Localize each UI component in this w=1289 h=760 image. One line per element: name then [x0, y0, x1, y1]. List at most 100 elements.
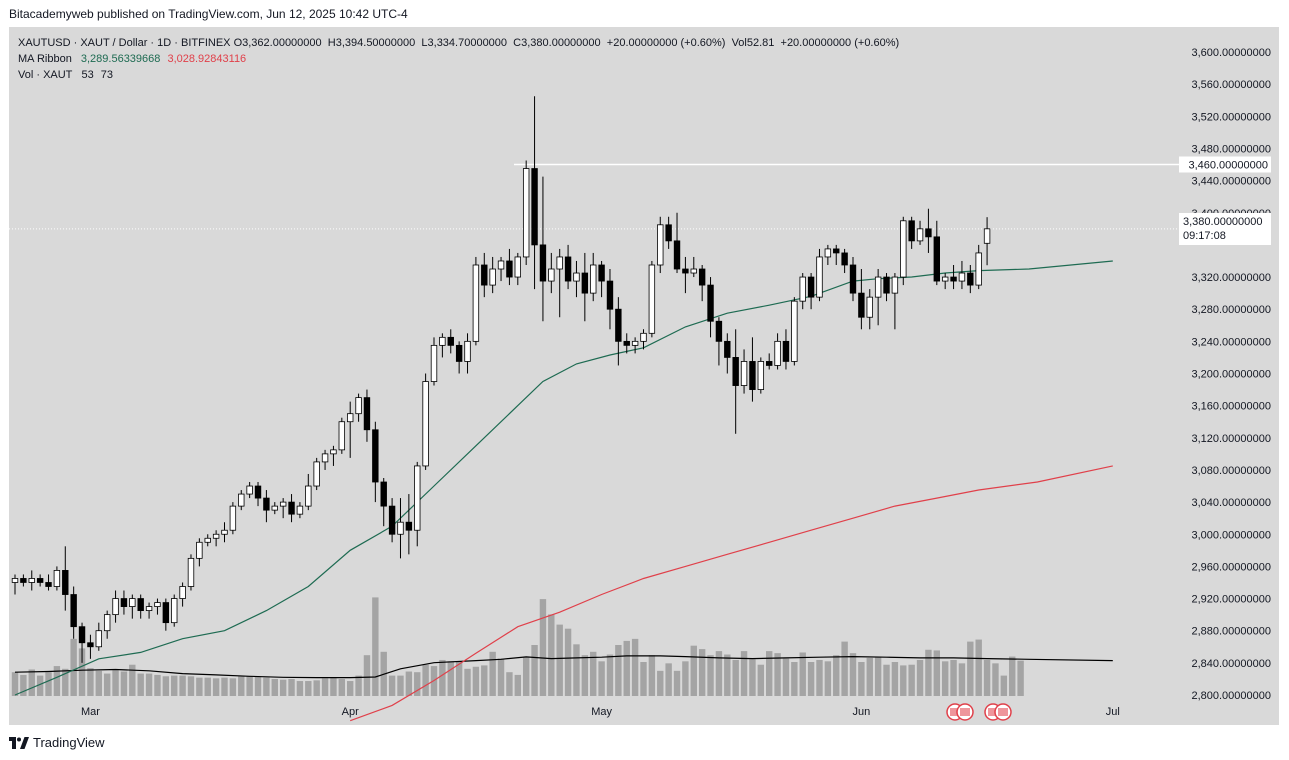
- candle-body[interactable]: [221, 529, 228, 535]
- candle-body[interactable]: [925, 228, 932, 238]
- candle-body[interactable]: [28, 578, 35, 583]
- candle-body[interactable]: [866, 296, 873, 318]
- candle-body[interactable]: [179, 586, 186, 599]
- candle-body[interactable]: [388, 505, 396, 535]
- candle-body[interactable]: [103, 614, 111, 632]
- price-chart[interactable]: 2,800.00000000 2,840.00000000 2,880.000000…: [9, 27, 1279, 725]
- candle-body[interactable]: [958, 272, 966, 282]
- candle-body[interactable]: [665, 224, 672, 242]
- candle-body[interactable]: [187, 557, 195, 587]
- candle-body[interactable]: [204, 537, 211, 543]
- candle-body[interactable]: [45, 582, 52, 587]
- candle-body[interactable]: [405, 521, 413, 531]
- candle-body[interactable]: [740, 361, 748, 386]
- candle-body[interactable]: [732, 357, 739, 386]
- candle-body[interactable]: [279, 501, 287, 507]
- candle-body[interactable]: [833, 248, 840, 254]
- candle-body[interactable]: [229, 505, 237, 531]
- candle-body[interactable]: [514, 256, 521, 278]
- candle-body[interactable]: [673, 240, 681, 270]
- candle-body[interactable]: [648, 264, 656, 334]
- candle-body[interactable]: [355, 397, 362, 415]
- candle-body[interactable]: [120, 598, 128, 607]
- candle-body[interactable]: [380, 481, 387, 507]
- candle-body[interactable]: [11, 578, 19, 583]
- candle-body[interactable]: [338, 421, 346, 451]
- candle-body[interactable]: [112, 598, 119, 616]
- candle-body[interactable]: [766, 361, 773, 366]
- candle-body[interactable]: [506, 260, 513, 278]
- candle-body[interactable]: [288, 501, 295, 515]
- symbol-label[interactable]: XAUTUSD · XAUT / Dollar · 1D · BITFINEX: [18, 37, 231, 49]
- candle-body[interactable]: [774, 340, 781, 366]
- candle-body[interactable]: [556, 256, 563, 270]
- candle-body[interactable]: [782, 340, 790, 362]
- candle-body[interactable]: [414, 465, 421, 531]
- candle-body[interactable]: [464, 340, 471, 362]
- candle-body[interactable]: [162, 602, 170, 624]
- candle-body[interactable]: [145, 606, 153, 612]
- vol-indicator-label[interactable]: Vol · XAUT: [18, 69, 73, 81]
- candle-body[interactable]: [53, 570, 61, 587]
- candle-body[interactable]: [447, 336, 454, 346]
- candle-body[interactable]: [757, 361, 765, 390]
- candle-body[interactable]: [598, 264, 605, 282]
- candle-body[interactable]: [62, 570, 69, 595]
- candle-body[interactable]: [807, 276, 815, 298]
- candle-body[interactable]: [497, 260, 505, 270]
- candle-body[interactable]: [212, 533, 220, 539]
- candle-body[interactable]: [581, 272, 589, 294]
- candle-body[interactable]: [372, 429, 379, 483]
- candle-body[interactable]: [715, 320, 723, 342]
- candle-body[interactable]: [263, 497, 270, 511]
- candle-body[interactable]: [698, 268, 706, 286]
- candle-body[interactable]: [254, 485, 262, 499]
- candle-body[interactable]: [975, 252, 982, 286]
- candle-body[interactable]: [296, 505, 304, 515]
- candle-body[interactable]: [330, 449, 337, 455]
- candle-body[interactable]: [849, 264, 857, 294]
- candle-body[interactable]: [246, 485, 253, 495]
- candle-body[interactable]: [36, 578, 44, 583]
- candle-body[interactable]: [472, 264, 480, 342]
- candle-body[interactable]: [631, 340, 639, 346]
- candle-body[interactable]: [967, 272, 974, 286]
- candle-body[interactable]: [171, 598, 178, 624]
- candle-body[interactable]: [481, 264, 488, 286]
- candle-body[interactable]: [531, 168, 538, 246]
- candle-body[interactable]: [891, 276, 899, 294]
- ma-ribbon-label[interactable]: MA Ribbon: [18, 53, 72, 65]
- candle-body[interactable]: [950, 276, 957, 282]
- candle-body[interactable]: [548, 268, 555, 282]
- candle-body[interactable]: [724, 340, 731, 358]
- candle-body[interactable]: [305, 485, 312, 507]
- candle-body[interactable]: [539, 244, 547, 282]
- candle-body[interactable]: [606, 280, 614, 310]
- candle-body[interactable]: [623, 340, 630, 346]
- candle-body[interactable]: [430, 344, 438, 382]
- candle-body[interactable]: [983, 228, 991, 244]
- candle-body[interactable]: [657, 224, 664, 266]
- candle-body[interactable]: [321, 453, 329, 463]
- candle-body[interactable]: [908, 220, 915, 242]
- candle-body[interactable]: [749, 361, 756, 390]
- candle-body[interactable]: [841, 252, 848, 266]
- chart-area[interactable]: 2,800.00000000 2,840.00000000 2,880.000000…: [9, 27, 1279, 725]
- candle-body[interactable]: [20, 578, 27, 583]
- candle-body[interactable]: [238, 493, 245, 507]
- candle-body[interactable]: [682, 268, 689, 274]
- candle-body[interactable]: [363, 397, 371, 431]
- candle-body[interactable]: [154, 602, 161, 607]
- candle-body[interactable]: [522, 168, 530, 258]
- candle-body[interactable]: [874, 276, 882, 298]
- candle-body[interactable]: [590, 264, 597, 294]
- candle-body[interactable]: [900, 220, 907, 278]
- candle-body[interactable]: [137, 598, 144, 612]
- candle-body[interactable]: [271, 505, 278, 511]
- candle-body[interactable]: [70, 594, 77, 628]
- candle-body[interactable]: [346, 413, 354, 423]
- candle-body[interactable]: [196, 541, 203, 559]
- candle-body[interactable]: [615, 308, 622, 342]
- candle-body[interactable]: [129, 598, 136, 607]
- candle-body[interactable]: [824, 248, 832, 258]
